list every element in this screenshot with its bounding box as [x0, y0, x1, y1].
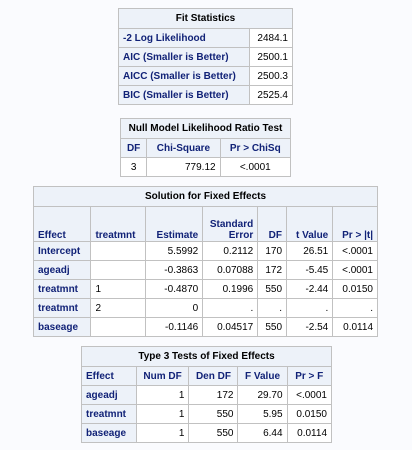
type3-header: Den DF [188, 366, 239, 386]
fixed-header: treatmnt [90, 206, 147, 242]
type3-header: Num DF [135, 366, 190, 386]
fixed-effect-name: treatmnt [32, 298, 92, 318]
fixed-cell: 550 [257, 317, 288, 337]
fixed-header: t Value [286, 206, 334, 242]
fit-statistics-table: Fit Statistics -2 Log Likelihood 2484.1 … [117, 8, 293, 105]
type3-cell: 550 [188, 404, 239, 424]
null-model-header: Pr > ChiSq [219, 138, 292, 158]
fit-row-label: -2 Log Likelihood [117, 28, 251, 48]
type3-header: Effect [81, 366, 137, 386]
type3-tests-table: Type 3 Tests of Fixed Effects Effect Num… [81, 346, 333, 443]
fit-row-value: 2500.3 [249, 66, 293, 86]
fixed-cell: -0.4870 [145, 279, 204, 299]
fixed-cell: <.0001 [332, 241, 378, 261]
fixed-cell [90, 260, 147, 280]
fixed-cell: 0.2112 [202, 241, 259, 261]
type3-cell: 1 [135, 404, 190, 424]
fixed-cell: . [202, 298, 259, 318]
fit-row-value: 2500.1 [249, 47, 293, 67]
type3-cell: 172 [188, 385, 239, 405]
fixed-cell: 172 [257, 260, 288, 280]
type3-header: F Value [237, 366, 288, 386]
fixed-cell: 0.0150 [332, 279, 378, 299]
type3-tests-title: Type 3 Tests of Fixed Effects [81, 346, 332, 366]
fit-row-label: AICC (Smaller is Better) [117, 66, 251, 86]
fixed-cell: -5.45 [286, 260, 334, 280]
fixed-cell [90, 241, 147, 261]
fixed-cell: 550 [257, 279, 288, 299]
type3-cell: 0.0150 [286, 404, 333, 424]
null-model-title: Null Model Likelihood Ratio Test [120, 118, 291, 138]
type3-cell: 1 [135, 423, 190, 443]
fixed-cell: 2 [90, 298, 147, 318]
fixed-cell: 170 [257, 241, 288, 261]
fixed-cell: -2.44 [286, 279, 334, 299]
type3-header: Pr > F [286, 366, 333, 386]
type3-cell: 6.44 [237, 423, 288, 443]
fixed-cell: . [286, 298, 334, 318]
null-model-cell: 779.12 [146, 157, 221, 177]
null-model-header: Chi-Square [146, 138, 221, 158]
fixed-cell: 1 [90, 279, 147, 299]
fit-row-label: AIC (Smaller is Better) [117, 47, 251, 67]
fixed-header: Pr > |t| [332, 206, 378, 242]
type3-effect-name: baseage [81, 423, 137, 443]
fixed-cell: 0.1996 [202, 279, 259, 299]
fixed-cell: 5.5992 [145, 241, 204, 261]
fixed-cell: 0.07088 [202, 260, 259, 280]
fixed-cell: 0 [145, 298, 204, 318]
fixed-effect-name: treatmnt [32, 279, 92, 299]
fixed-cell: . [257, 298, 288, 318]
fit-statistics-title: Fit Statistics [118, 8, 293, 28]
null-model-cell: <.0001 [219, 157, 292, 177]
fixed-effect-name: baseage [32, 317, 92, 337]
fixed-effects-title: Solution for Fixed Effects [33, 186, 378, 206]
fixed-cell: . [332, 298, 378, 318]
fixed-cell: 0.04517 [202, 317, 259, 337]
fixed-cell: -2.54 [286, 317, 334, 337]
type3-cell: <.0001 [286, 385, 333, 405]
type3-cell: 5.95 [237, 404, 288, 424]
null-model-cell: 3 [119, 157, 148, 177]
fixed-effect-name: ageadj [32, 260, 92, 280]
type3-cell: 550 [188, 423, 239, 443]
fit-row-label: BIC (Smaller is Better) [117, 85, 251, 105]
fixed-cell: -0.3863 [145, 260, 204, 280]
type3-cell: 1 [135, 385, 190, 405]
fixed-cell [90, 317, 147, 337]
type3-cell: 29.70 [237, 385, 288, 405]
fit-row-value: 2484.1 [249, 28, 293, 48]
fixed-effect-name: Intercept [32, 241, 92, 261]
fixed-header: Effect [32, 206, 92, 242]
fixed-header: Standard Error [202, 206, 259, 242]
null-model-header: DF [119, 138, 148, 158]
fixed-header: Estimate [145, 206, 204, 242]
fixed-cell: 0.0114 [332, 317, 378, 337]
type3-effect-name: ageadj [81, 385, 137, 405]
fixed-header: DF [257, 206, 288, 242]
fixed-cell: -0.1146 [145, 317, 204, 337]
fixed-effects-table: Solution for Fixed Effects Effect treatm… [32, 186, 378, 337]
fit-row-value: 2525.4 [249, 85, 293, 105]
fixed-cell: 26.51 [286, 241, 334, 261]
type3-effect-name: treatmnt [81, 404, 137, 424]
fixed-cell: <.0001 [332, 260, 378, 280]
type3-cell: 0.0114 [286, 423, 333, 443]
null-model-table: Null Model Likelihood Ratio Test DF Chi-… [119, 118, 292, 177]
